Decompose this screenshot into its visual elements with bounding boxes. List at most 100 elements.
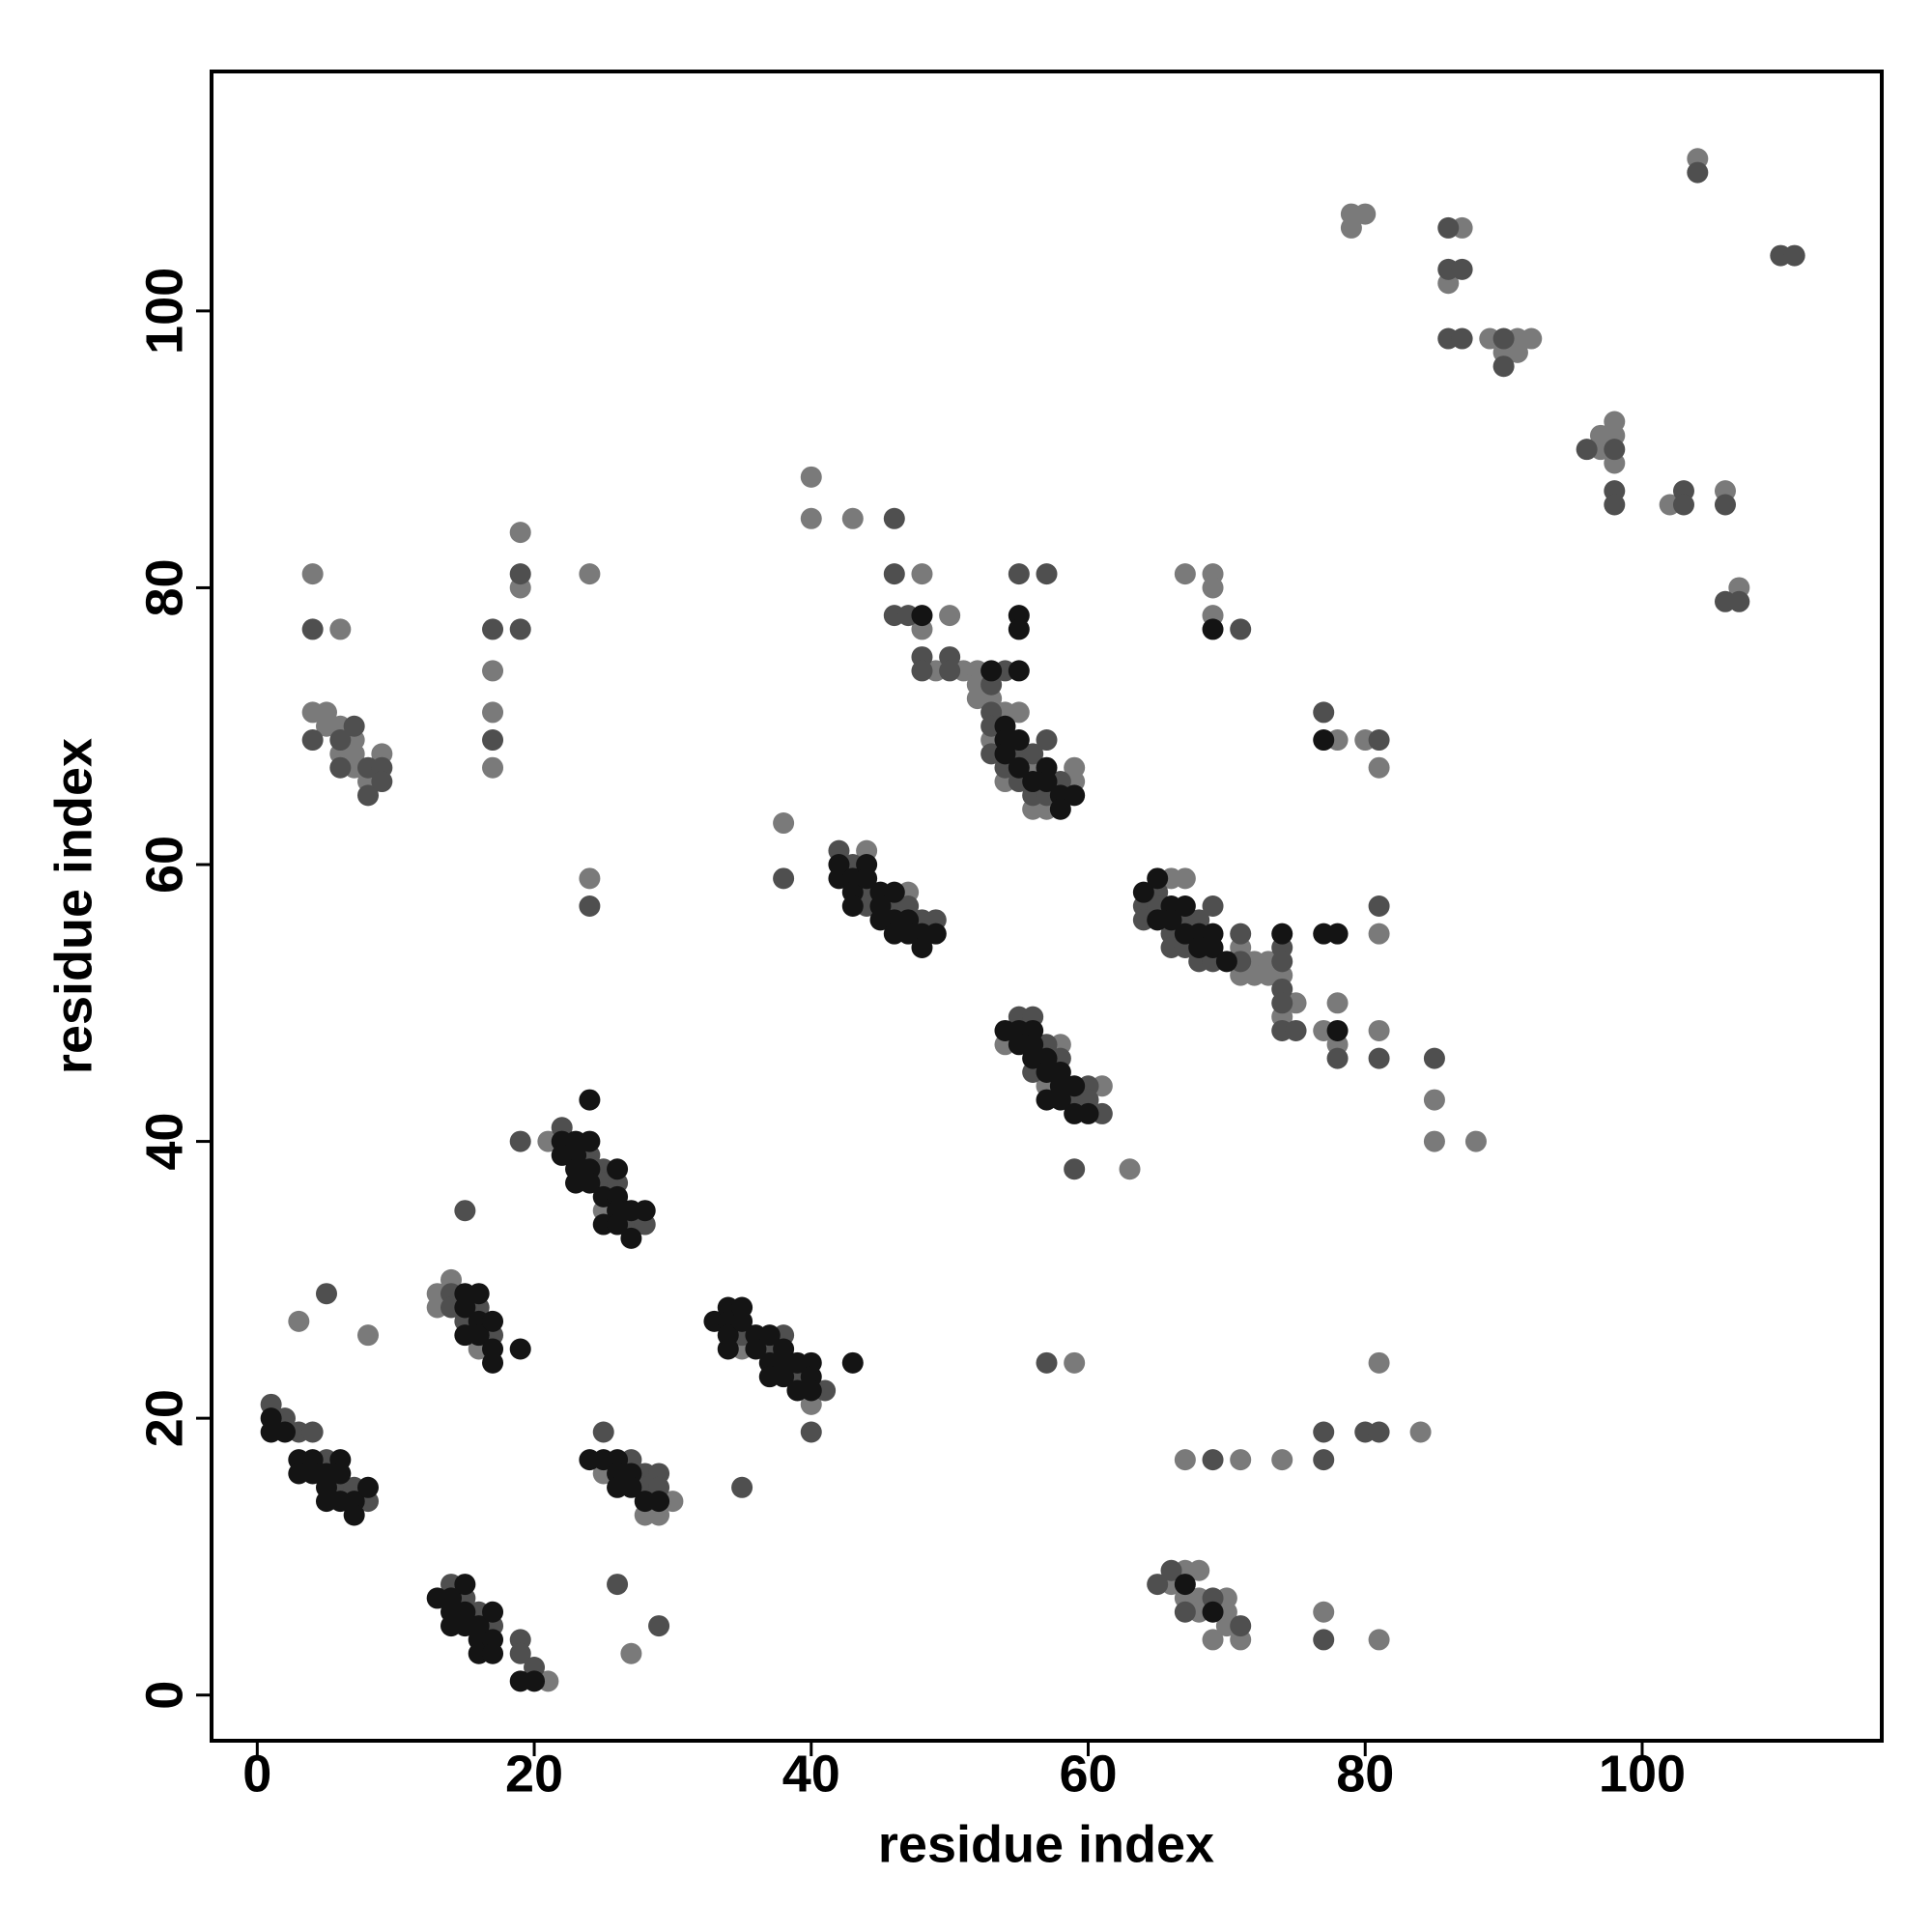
contact-point — [1036, 563, 1058, 585]
contact-point — [524, 1670, 546, 1692]
contact-point — [1326, 992, 1349, 1014]
contact-point — [1368, 895, 1390, 917]
contact-point — [1368, 1351, 1390, 1374]
contact-point — [1147, 867, 1169, 890]
contact-point — [939, 660, 961, 682]
contact-point — [1409, 1421, 1432, 1443]
contact-point — [468, 1324, 490, 1347]
contact-point — [482, 756, 504, 779]
contact-point — [1313, 1449, 1335, 1471]
contact-point — [1008, 563, 1030, 585]
contact-point — [1368, 729, 1390, 752]
contact-point — [1520, 327, 1543, 350]
contact-point — [454, 1574, 476, 1596]
contact-point — [1230, 923, 1252, 945]
contact-point — [482, 660, 504, 682]
contact-point — [1451, 258, 1473, 280]
x-axis-label: residue index — [878, 1815, 1214, 1873]
contact-point — [1604, 439, 1626, 461]
contact-point — [579, 1172, 601, 1194]
contact-point — [329, 729, 352, 752]
contact-point — [1036, 771, 1058, 793]
contact-point — [1036, 729, 1058, 752]
contact-point — [509, 1642, 531, 1664]
y-tick-label: 60 — [135, 836, 193, 894]
contact-point — [1049, 1089, 1071, 1111]
contact-point — [1202, 936, 1224, 958]
contact-point — [1132, 881, 1154, 903]
contact-point — [1008, 756, 1030, 779]
contact-point — [1728, 590, 1750, 612]
contact-point — [1174, 1574, 1196, 1596]
contact-point — [1174, 867, 1196, 890]
contact-point — [509, 1130, 531, 1152]
contact-point — [1230, 618, 1252, 640]
contact-point — [1285, 1019, 1307, 1041]
contact-point — [357, 1476, 380, 1498]
contact-point — [841, 895, 864, 917]
contact-point — [301, 729, 324, 752]
contact-point — [454, 1200, 476, 1222]
contact-point — [911, 660, 933, 682]
contact-point — [1271, 1449, 1293, 1471]
contact-point — [357, 784, 380, 807]
contact-point — [371, 771, 393, 793]
contact-point — [468, 1283, 490, 1305]
contact-point — [343, 1504, 365, 1526]
x-tick-label: 80 — [1336, 1745, 1394, 1803]
contact-point — [579, 563, 601, 585]
contact-point — [1064, 1075, 1086, 1097]
contact-point — [924, 923, 947, 945]
contact-point — [1368, 1019, 1390, 1041]
contact-point — [773, 1366, 795, 1388]
contact-point — [607, 1158, 629, 1180]
contact-point — [1423, 1130, 1445, 1152]
contact-point — [301, 618, 324, 640]
contact-point — [1368, 756, 1390, 779]
contact-point — [841, 507, 864, 529]
contact-point — [509, 1338, 531, 1360]
contact-point — [1423, 1089, 1445, 1111]
contact-point — [745, 1338, 767, 1360]
contact-point — [482, 729, 504, 752]
contact-point — [1215, 951, 1237, 973]
contact-point — [509, 522, 531, 544]
contact-point — [883, 507, 905, 529]
contact-point — [1576, 439, 1598, 461]
contact-point — [1451, 327, 1473, 350]
contact-point — [579, 1089, 601, 1111]
contact-point — [1174, 895, 1196, 917]
contact-point — [1313, 701, 1335, 724]
contact-point — [731, 1310, 753, 1332]
y-tick-label: 80 — [135, 558, 193, 616]
contact-point — [1313, 1601, 1335, 1623]
contact-point — [509, 618, 531, 640]
contact-point — [579, 895, 601, 917]
contact-point — [758, 1324, 781, 1347]
contact-point — [301, 563, 324, 585]
contact-point — [1202, 1449, 1224, 1471]
contact-point — [592, 1421, 614, 1443]
y-tick-label: 20 — [135, 1389, 193, 1447]
contact-point — [1008, 729, 1030, 752]
y-tick-label: 40 — [135, 1113, 193, 1171]
contact-point — [800, 1379, 822, 1402]
contact-point — [1368, 1047, 1390, 1069]
contact-point — [1340, 216, 1362, 239]
x-tick-label: 40 — [782, 1745, 840, 1803]
contact-point — [620, 1642, 642, 1664]
contact-point — [717, 1338, 739, 1360]
points — [260, 148, 1805, 1692]
contact-point — [1368, 1421, 1390, 1443]
contact-point — [800, 466, 822, 488]
contact-point — [1202, 1629, 1224, 1651]
contact-point — [1160, 1559, 1182, 1581]
contact-point — [634, 1200, 656, 1222]
contact-point — [1714, 494, 1736, 516]
contact-point — [579, 1130, 601, 1152]
x-tick-label: 0 — [242, 1745, 271, 1803]
contact-point — [607, 1574, 629, 1596]
y-tick-label: 100 — [135, 268, 193, 355]
contact-point — [1188, 1559, 1210, 1581]
contact-point — [1174, 1449, 1196, 1471]
